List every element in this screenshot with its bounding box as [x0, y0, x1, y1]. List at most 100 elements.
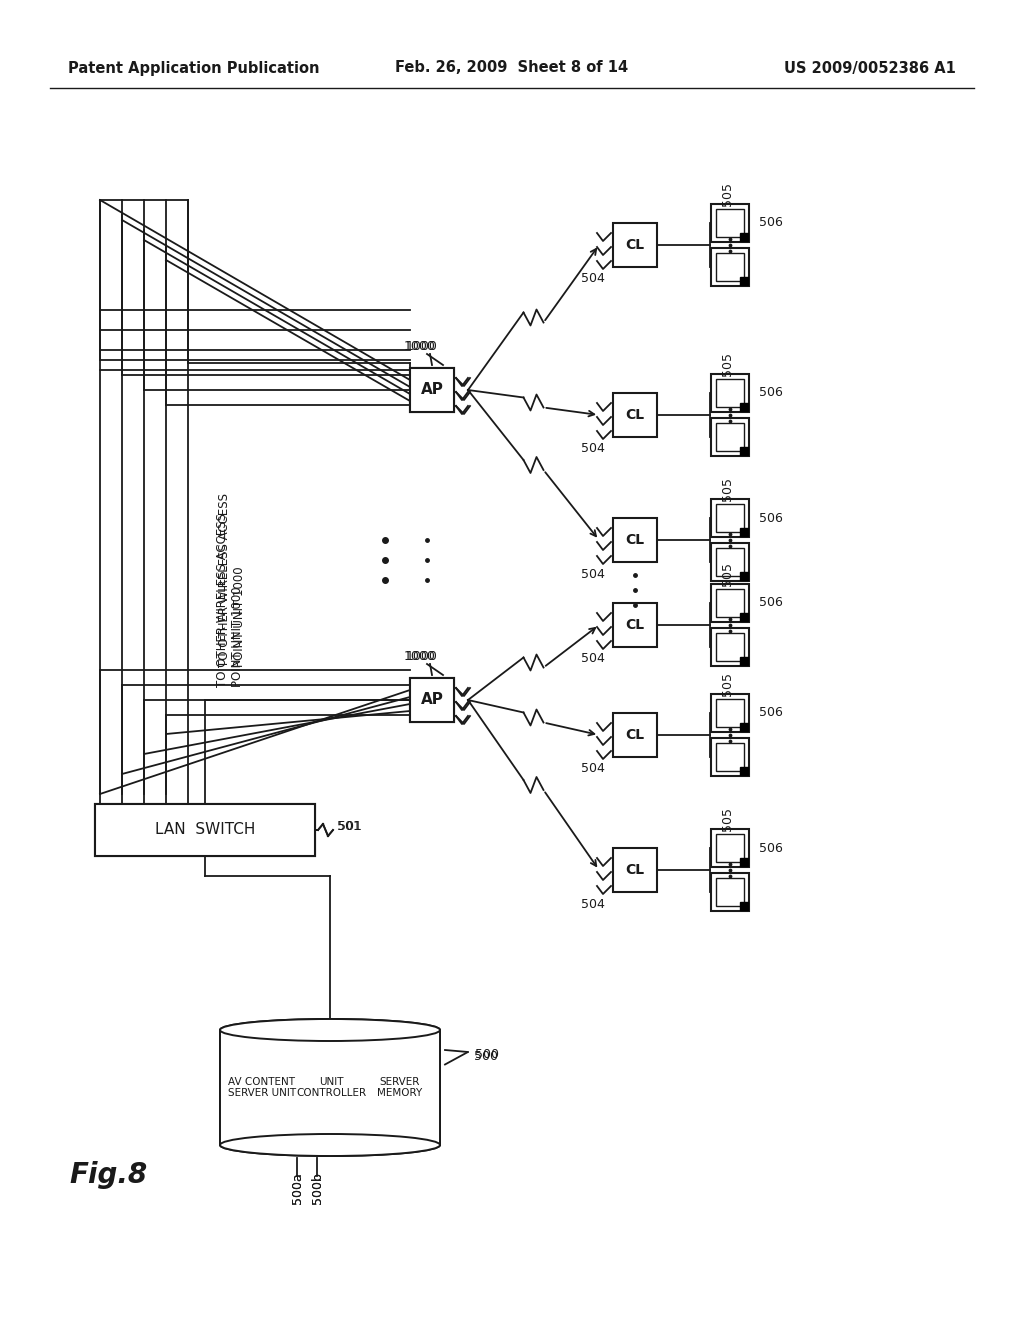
Text: 505: 505 — [722, 807, 734, 832]
Bar — [711, 374, 749, 412]
Text: 504: 504 — [581, 652, 605, 665]
Bar — [740, 767, 748, 775]
Text: AP: AP — [421, 693, 443, 708]
Text: 504: 504 — [581, 272, 605, 285]
Bar — [410, 368, 454, 412]
Bar — [711, 499, 749, 537]
Text: US 2009/0052386 A1: US 2009/0052386 A1 — [784, 61, 956, 75]
Text: 506: 506 — [759, 706, 783, 719]
Bar — [716, 743, 744, 771]
Bar — [711, 418, 749, 455]
Bar — [220, 1030, 440, 1144]
Bar — [711, 738, 749, 776]
Bar — [740, 234, 748, 242]
Text: 504: 504 — [581, 763, 605, 776]
Text: AP: AP — [421, 383, 443, 397]
Text: UNIT
CONTROLLER: UNIT CONTROLLER — [296, 1077, 367, 1098]
Bar — [716, 634, 744, 661]
Bar — [220, 1030, 440, 1144]
Bar — [95, 804, 315, 855]
Text: 500: 500 — [475, 1048, 499, 1061]
Bar — [740, 572, 748, 579]
Bar — [613, 847, 657, 892]
Bar — [716, 700, 744, 727]
Text: 1000: 1000 — [404, 649, 436, 663]
Text: UNIT
CONTROLLER: UNIT CONTROLLER — [296, 1077, 367, 1098]
Bar — [740, 723, 748, 731]
Bar — [711, 628, 749, 667]
Bar — [740, 403, 748, 411]
Bar — [95, 804, 315, 855]
Text: 504: 504 — [581, 442, 605, 455]
Text: 504: 504 — [581, 568, 605, 581]
Text: AP: AP — [421, 383, 443, 397]
Text: 505: 505 — [722, 352, 734, 376]
Ellipse shape — [220, 1134, 440, 1156]
Bar — [740, 528, 748, 536]
Text: SERVER
MEMORY: SERVER MEMORY — [377, 1077, 422, 1098]
Bar — [716, 253, 744, 281]
Bar — [711, 248, 749, 286]
Bar — [716, 504, 744, 532]
Text: 500a: 500a — [291, 1172, 303, 1204]
Bar — [711, 583, 749, 622]
Bar — [740, 858, 748, 866]
Text: 506: 506 — [759, 842, 783, 854]
Bar — [740, 657, 748, 665]
Bar — [740, 447, 748, 455]
Bar — [716, 834, 744, 862]
Text: CL: CL — [626, 238, 644, 252]
Bar — [613, 393, 657, 437]
Text: CL: CL — [626, 408, 644, 422]
Text: 505: 505 — [722, 182, 734, 206]
Ellipse shape — [220, 1019, 440, 1041]
Text: 504: 504 — [581, 898, 605, 911]
Bar — [711, 205, 749, 242]
Text: CL: CL — [626, 863, 644, 876]
Bar — [740, 612, 748, 620]
Bar — [410, 368, 454, 412]
Text: 500b: 500b — [310, 1172, 324, 1204]
Text: CL: CL — [626, 618, 644, 632]
Bar — [716, 209, 744, 238]
Text: SERVER
MEMORY: SERVER MEMORY — [377, 1077, 422, 1098]
Bar — [716, 422, 744, 451]
Text: 501: 501 — [337, 821, 360, 833]
Bar — [711, 829, 749, 867]
Bar — [613, 223, 657, 267]
Text: AP: AP — [421, 693, 443, 708]
Text: 500: 500 — [474, 1049, 498, 1063]
Text: 505: 505 — [722, 477, 734, 502]
Bar — [410, 678, 454, 722]
Bar — [711, 543, 749, 581]
Bar — [740, 277, 748, 285]
Bar — [716, 379, 744, 407]
Text: TO OTHER WIRELESS ACCESS
POINT UNIT 1000: TO OTHER WIRELESS ACCESS POINT UNIT 1000 — [218, 492, 246, 667]
Bar — [613, 713, 657, 756]
Text: Feb. 26, 2009  Sheet 8 of 14: Feb. 26, 2009 Sheet 8 of 14 — [395, 61, 629, 75]
Text: LAN  SWITCH: LAN SWITCH — [155, 822, 255, 837]
Text: 500a: 500a — [291, 1172, 303, 1204]
Text: LAN  SWITCH: LAN SWITCH — [155, 822, 255, 837]
Text: CL: CL — [626, 533, 644, 546]
Bar — [711, 873, 749, 911]
Bar — [716, 878, 744, 906]
Text: 506: 506 — [759, 387, 783, 400]
Bar — [410, 678, 454, 722]
Bar — [740, 902, 748, 909]
Bar — [613, 603, 657, 647]
Text: 1000: 1000 — [404, 339, 436, 352]
Text: AV CONTENT
SERVER UNIT: AV CONTENT SERVER UNIT — [227, 1077, 296, 1098]
Text: Fig.8: Fig.8 — [69, 1162, 147, 1189]
Text: 1000: 1000 — [407, 649, 438, 663]
Text: CL: CL — [626, 729, 644, 742]
Text: 500b: 500b — [310, 1172, 324, 1204]
Text: 505: 505 — [722, 562, 734, 586]
Bar — [711, 694, 749, 733]
Bar — [613, 517, 657, 562]
Text: 501: 501 — [338, 820, 361, 833]
Text: 506: 506 — [759, 597, 783, 610]
Text: 1000: 1000 — [407, 339, 438, 352]
Text: 506: 506 — [759, 216, 783, 230]
Text: Patent Application Publication: Patent Application Publication — [68, 61, 319, 75]
